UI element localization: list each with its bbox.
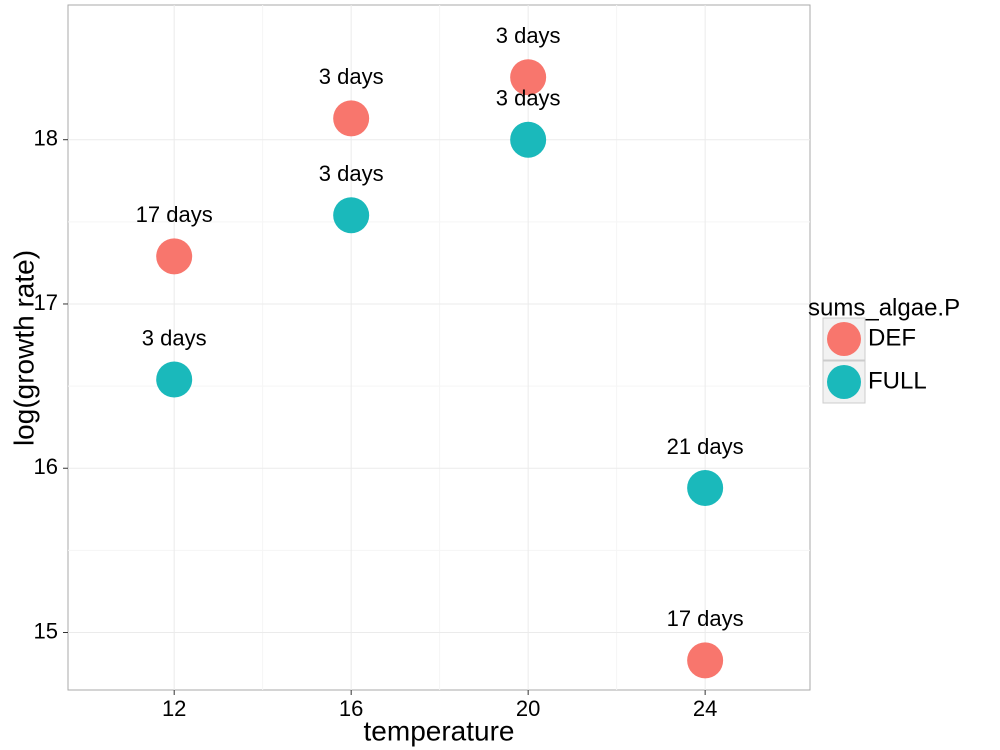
x-axis-title: temperature xyxy=(364,715,515,746)
point-label: 17 days xyxy=(667,606,744,631)
point xyxy=(510,59,547,96)
point xyxy=(156,238,193,275)
point-label: 21 days xyxy=(667,434,744,459)
point xyxy=(333,100,370,137)
point-label: 3 days xyxy=(496,86,561,111)
legend-label: FULL xyxy=(868,367,927,394)
point-label: 3 days xyxy=(142,325,207,350)
x-tick-label: 20 xyxy=(516,696,540,721)
point xyxy=(510,121,547,158)
x-tick-label: 16 xyxy=(339,696,363,721)
y-tick-label: 18 xyxy=(34,126,58,151)
legend-title: sums_algae.P xyxy=(808,294,960,321)
point xyxy=(333,197,370,234)
point xyxy=(687,469,724,506)
y-tick-label: 17 xyxy=(34,290,58,315)
point-label: 3 days xyxy=(496,23,561,48)
y-tick-label: 16 xyxy=(34,454,58,479)
point-label: 17 days xyxy=(136,202,213,227)
y-axis-title: log(growth rate) xyxy=(8,250,39,446)
point xyxy=(687,642,724,679)
marks: 17 days 3 days 3 days 17 days 3 days 3 days 3 … xyxy=(136,23,744,679)
panel xyxy=(67,4,811,691)
point-label: 3 days xyxy=(319,161,384,186)
legend-swatch xyxy=(827,365,861,399)
y-tick-label: 15 xyxy=(34,618,58,643)
legend-swatch xyxy=(827,322,861,356)
grid xyxy=(68,5,810,690)
point-label: 3 days xyxy=(319,64,384,89)
legend-label: DEF xyxy=(868,324,916,351)
x-tick-label: 12 xyxy=(162,696,186,721)
point xyxy=(156,361,193,398)
x-tick-label: 24 xyxy=(693,696,717,721)
